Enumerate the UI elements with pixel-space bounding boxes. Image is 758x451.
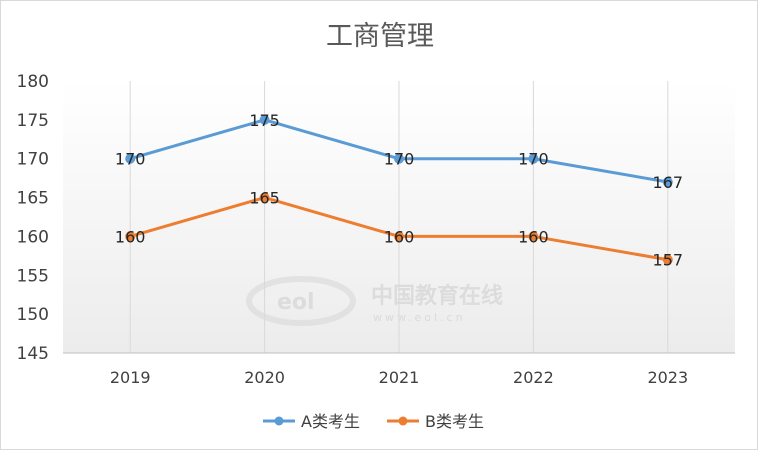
data-point-s2-2022	[528, 231, 539, 242]
x-tick-label-2020: 2020	[244, 368, 285, 387]
legend-swatch-marker-2	[398, 416, 408, 426]
watermark-url: www.eol.cn	[373, 311, 466, 324]
data-label-s1-2020: 175	[249, 111, 280, 130]
legend-swatch-marker-1	[274, 416, 284, 426]
data-point-s1-2023	[662, 177, 673, 188]
data-label-s2-2021: 160	[384, 227, 415, 246]
data-point-s1-2020	[259, 114, 270, 125]
data-label-s2-2023: 157	[653, 251, 684, 270]
data-label-s2-2019: 160	[115, 227, 146, 246]
watermark-text: 中国教育在线	[371, 283, 503, 309]
data-label-s1-2021: 170	[384, 150, 415, 169]
legend: A类考生 B类考生	[263, 412, 484, 431]
data-point-s2-2020	[259, 192, 270, 203]
data-point-s1-2019	[125, 153, 136, 164]
data-label-s2-2020: 165	[249, 189, 280, 208]
data-point-s2-2019	[125, 231, 136, 242]
data-point-s2-2021	[394, 231, 404, 242]
x-tick-label-2022: 2022	[513, 368, 554, 387]
data-point-s1-2021	[394, 153, 404, 164]
y-tick-label-175: 175	[17, 111, 49, 131]
legend-label-1: A类考生	[301, 412, 360, 431]
data-label-s1-2019: 170	[115, 150, 146, 169]
y-tick-label-165: 165	[17, 189, 49, 209]
y-tick-label-160: 160	[17, 227, 49, 247]
watermark-logo	[246, 276, 356, 326]
y-tick-label-150: 150	[17, 305, 49, 325]
chart-title: 工商管理	[326, 21, 434, 52]
y-tick-label-180: 180	[17, 72, 49, 92]
legend-label-2: B类考生	[425, 412, 484, 431]
data-point-s1-2022	[528, 153, 539, 164]
y-tick-label-145: 145	[17, 344, 49, 364]
watermark-logo-text: eol	[277, 290, 315, 315]
data-label-s2-2022: 160	[518, 227, 549, 246]
data-point-s2-2023	[662, 254, 673, 265]
data-label-s1-2023: 167	[653, 173, 684, 192]
watermark: eol 中国教育在线 www.eol.cn	[246, 276, 503, 326]
x-tick-label-2023: 2023	[647, 368, 688, 387]
x-tick-label-2019: 2019	[110, 368, 151, 387]
data-label-s1-2022: 170	[518, 150, 549, 169]
y-tick-label-155: 155	[17, 266, 49, 286]
x-tick-label-2021: 2021	[379, 368, 420, 387]
y-tick-label-170: 170	[17, 150, 49, 170]
